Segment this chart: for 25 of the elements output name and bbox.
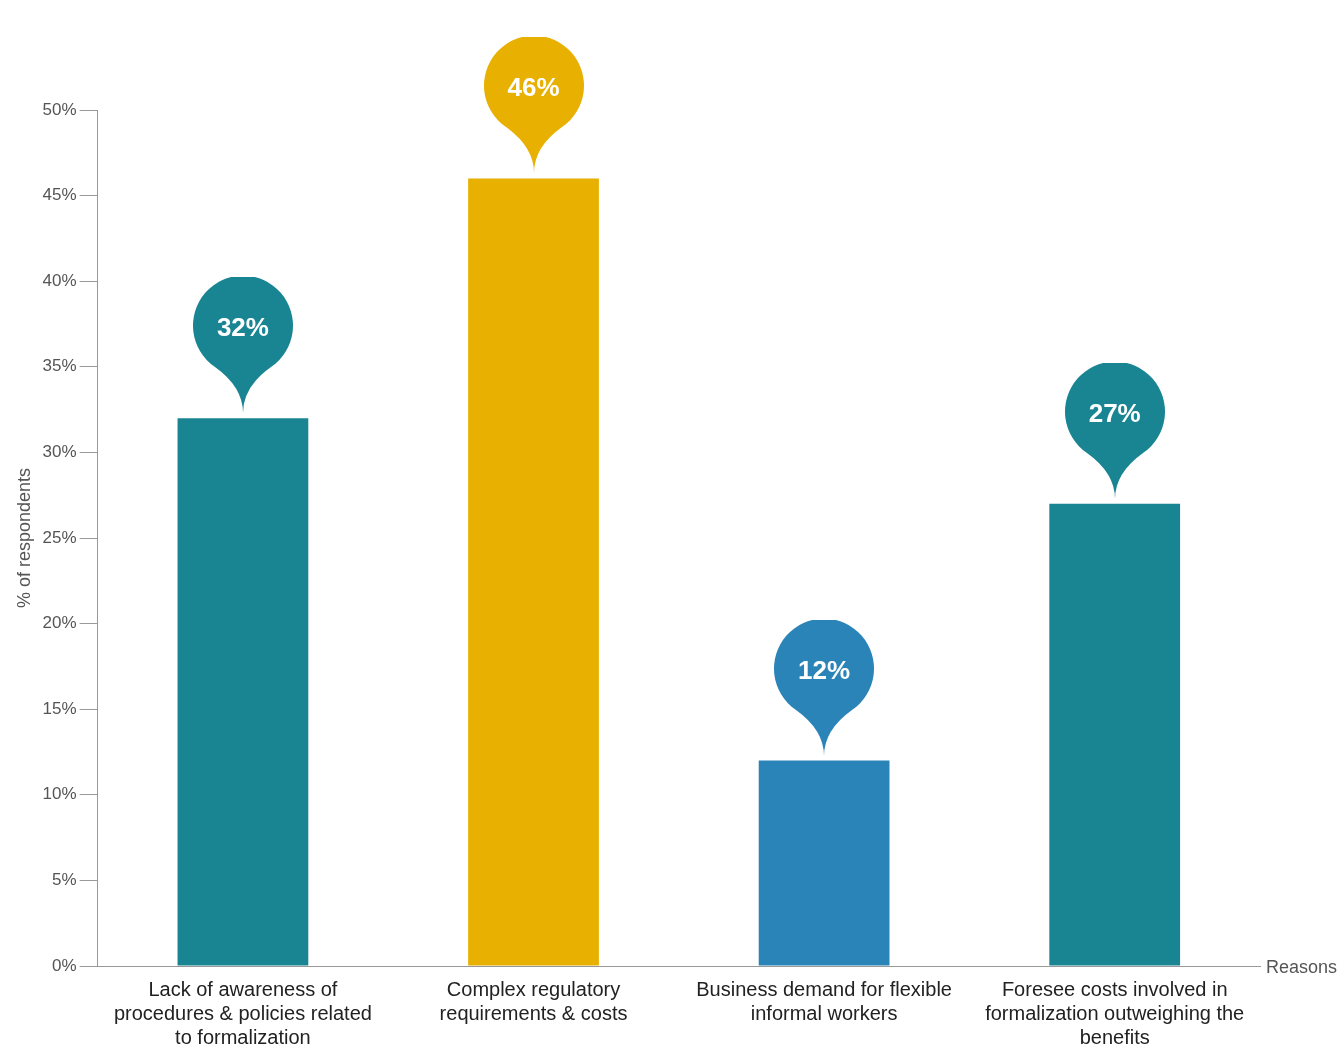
x-tick-label: Lack of awareness of procedures & policies related to formalization bbox=[113, 977, 372, 1048]
y-tick-label: 40% bbox=[42, 270, 77, 290]
y-tick-label: 20% bbox=[42, 613, 77, 633]
bar bbox=[468, 178, 599, 966]
y-tick-label: 5% bbox=[52, 870, 77, 890]
y-tick-label: 0% bbox=[52, 955, 77, 975]
y-tick-label: 30% bbox=[42, 442, 77, 462]
x-axis-title: Reasons bbox=[1266, 956, 1338, 977]
y-tick-label: 25% bbox=[42, 527, 77, 547]
bar bbox=[177, 418, 309, 966]
x-tick-label: Foresee costs involved in formalization outweighing the benefits bbox=[985, 977, 1245, 1048]
data-label: 27% bbox=[1087, 396, 1142, 429]
x-tick-label: Business demand for flexible informal workers bbox=[696, 977, 952, 1024]
data-label: 12% bbox=[797, 653, 852, 686]
data-label: 46% bbox=[506, 71, 561, 104]
y-tick-label: 10% bbox=[42, 784, 77, 804]
bar bbox=[1049, 503, 1181, 966]
y-tick-label: 45% bbox=[42, 185, 77, 205]
y-tick-label: 35% bbox=[42, 356, 77, 376]
y-tick-label: 15% bbox=[42, 698, 77, 718]
x-tick-label: Complex regulatory requirements & costs bbox=[439, 977, 628, 1024]
data-label: 32% bbox=[215, 311, 270, 344]
bar bbox=[758, 760, 890, 966]
y-tick-label: 50% bbox=[42, 99, 77, 119]
y-axis-title: % of respondents bbox=[13, 467, 34, 609]
